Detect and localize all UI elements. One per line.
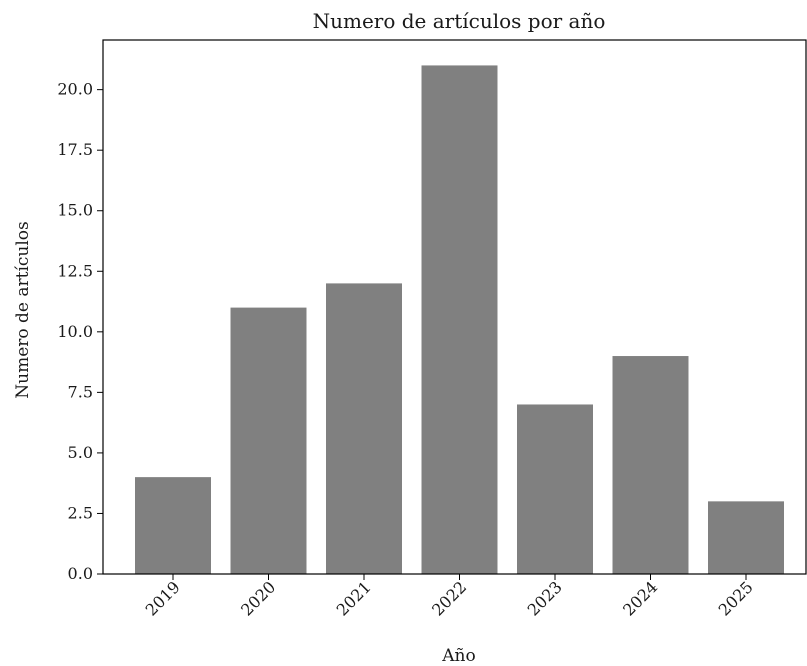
x-tick-label: 2023: [524, 577, 566, 619]
chart-title: Numero de artículos por año: [313, 9, 606, 33]
y-tick-label: 12.5: [57, 261, 93, 280]
x-tick-label: 2024: [619, 577, 661, 619]
y-tick-label: 0.0: [68, 564, 93, 583]
bar-2025: [708, 501, 784, 574]
x-tick-label: 2020: [237, 577, 279, 619]
x-tick-label: 2025: [715, 577, 757, 619]
y-tick-label: 20.0: [57, 80, 93, 99]
y-tick-label: 10.0: [57, 322, 93, 341]
x-tick-label: 2019: [142, 577, 184, 619]
bar-2019: [135, 477, 211, 574]
y-tick-label: 17.5: [57, 140, 93, 159]
x-tick-label: 2022: [428, 577, 470, 619]
y-axis-title: Numero de artículos: [13, 221, 33, 399]
bar-2022: [421, 65, 498, 574]
y-tick-label: 5.0: [68, 443, 93, 462]
plot-frame: [102, 39, 807, 575]
bar-2020: [230, 307, 307, 574]
bar-2021: [326, 283, 402, 574]
x-axis-title: Año: [441, 646, 475, 666]
y-tick-label: 15.0: [57, 201, 93, 220]
y-tick-label: 7.5: [68, 382, 93, 401]
bar-2024: [612, 356, 689, 574]
x-axis: 2019 2020 2021 2022 2023 2024 2025: [142, 574, 757, 620]
x-tick-label: 2021: [333, 577, 375, 619]
y-tick-label: 2.5: [68, 503, 93, 522]
y-axis: 0.0 2.5 5.0 7.5 10.0 12.5 15.0 17.5 20.0: [57, 80, 103, 583]
bars-group: [135, 65, 784, 574]
bar-2023: [517, 404, 593, 574]
